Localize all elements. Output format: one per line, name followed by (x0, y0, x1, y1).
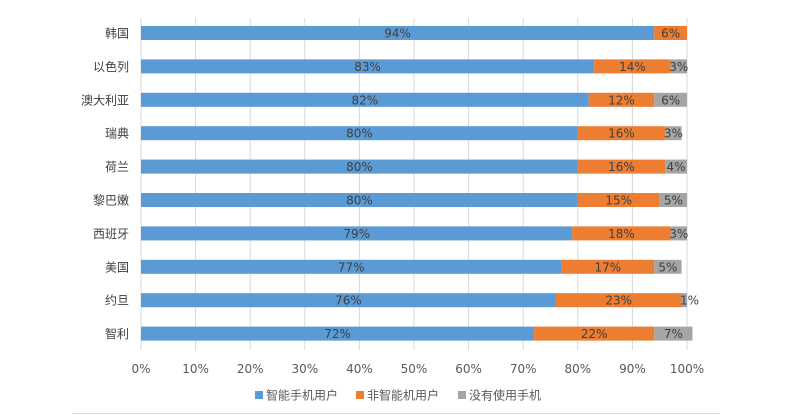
x-tick-label: 0% (131, 362, 150, 376)
bars (141, 26, 693, 341)
bar-segment (577, 193, 660, 207)
data-label: 12% (608, 93, 635, 107)
x-tick-label: 70% (510, 362, 537, 376)
data-label: 83% (354, 60, 381, 74)
x-tick-label: 30% (291, 362, 318, 376)
bar-segment (141, 59, 595, 74)
bar-segment (141, 226, 573, 241)
category-label: 智利 (105, 326, 129, 341)
category-label: 西班牙 (93, 227, 129, 241)
legend-label: 没有使用手机 (469, 388, 541, 403)
data-label: 5% (664, 194, 683, 208)
x-tick-label: 80% (564, 362, 591, 376)
category-label: 黎巴嫩 (93, 194, 129, 208)
data-label: 16% (608, 160, 635, 174)
data-label: 80% (346, 194, 373, 208)
bar-segment (577, 126, 666, 141)
bar-segment (555, 293, 682, 308)
category-label: 美国 (105, 260, 129, 274)
x-tick-label: 100% (670, 362, 704, 376)
bar-segment (665, 159, 687, 174)
x-tick-label: 10% (182, 362, 209, 376)
data-label: 15% (605, 194, 632, 208)
bar-segment (665, 126, 682, 141)
bar-segment (659, 193, 687, 207)
bar-segment (141, 193, 578, 207)
bar-segment (561, 259, 655, 274)
category-label: 约旦 (105, 293, 129, 308)
x-axis-ticks: 0% 10% 20% 30% 40% 50% 60% 70% 80% 90% 100% (131, 362, 704, 376)
legend-swatch (458, 391, 466, 399)
x-tick-label: 20% (237, 362, 264, 376)
data-label: 4% (667, 160, 686, 174)
data-label: 6% (661, 93, 680, 107)
bar-segment (141, 92, 589, 107)
legend-swatch (356, 391, 364, 399)
legend: 智能手机用户 非智能机用户 没有使用手机 (255, 388, 541, 403)
data-label: 7% (664, 327, 683, 341)
bar-segment (654, 26, 687, 40)
category-label: 澳大利亚 (81, 93, 129, 107)
category-label: 韩国 (105, 26, 129, 41)
data-label: 3% (669, 60, 688, 74)
bar-segment (588, 92, 655, 107)
x-tick-label: 90% (619, 362, 646, 376)
data-label: 23% (605, 294, 632, 308)
data-label: 1% (680, 294, 699, 308)
data-label: 80% (346, 127, 373, 141)
legend-label: 智能手机用户 (266, 388, 338, 403)
data-label: 77% (338, 260, 365, 274)
category-label: 以色列 (93, 60, 129, 74)
bar-segment (141, 293, 556, 308)
bar-segment (572, 226, 671, 241)
legend-swatch (255, 391, 263, 399)
bar-segment (654, 326, 693, 341)
data-label: 14% (619, 60, 646, 74)
data-label: 94% (384, 27, 411, 41)
bar-segment (577, 159, 666, 174)
data-label: 22% (581, 327, 608, 341)
data-label: 16% (608, 127, 635, 141)
x-tick-label: 40% (346, 362, 373, 376)
bar-segment (681, 293, 687, 308)
data-label: 82% (352, 93, 379, 107)
bar-segment (654, 92, 687, 107)
bar-segment (670, 59, 687, 74)
data-label: 6% (661, 27, 680, 41)
data-label: 72% (324, 327, 351, 341)
bar-segment (141, 326, 535, 341)
bar-segment (670, 226, 687, 241)
bar-segment (141, 259, 562, 274)
data-label: 18% (608, 227, 635, 241)
bar-segment (594, 59, 671, 74)
bar-segment (141, 26, 655, 40)
data-label: 17% (594, 260, 621, 274)
data-label: 80% (346, 160, 373, 174)
category-label: 荷兰 (105, 160, 129, 174)
category-label: 瑞典 (105, 127, 129, 141)
data-label: 76% (335, 294, 362, 308)
bar-segment (141, 126, 578, 141)
bar-segment (534, 326, 655, 341)
data-labels: 94% 6% 83% 14% 3% 82% 12% 6% 80% 16% 3% 80% 16% 4% 80%… (324, 27, 699, 342)
bottom-divider (72, 413, 720, 414)
legend-label: 非智能机用户 (367, 388, 439, 403)
x-tick-label: 60% (455, 362, 482, 376)
data-label: 5% (658, 260, 677, 274)
bar-segment (654, 259, 682, 274)
data-label: 3% (669, 227, 688, 241)
data-label: 79% (343, 227, 370, 241)
data-label: 3% (664, 127, 683, 141)
x-tick-label: 50% (401, 362, 428, 376)
bar-segment (141, 159, 578, 174)
